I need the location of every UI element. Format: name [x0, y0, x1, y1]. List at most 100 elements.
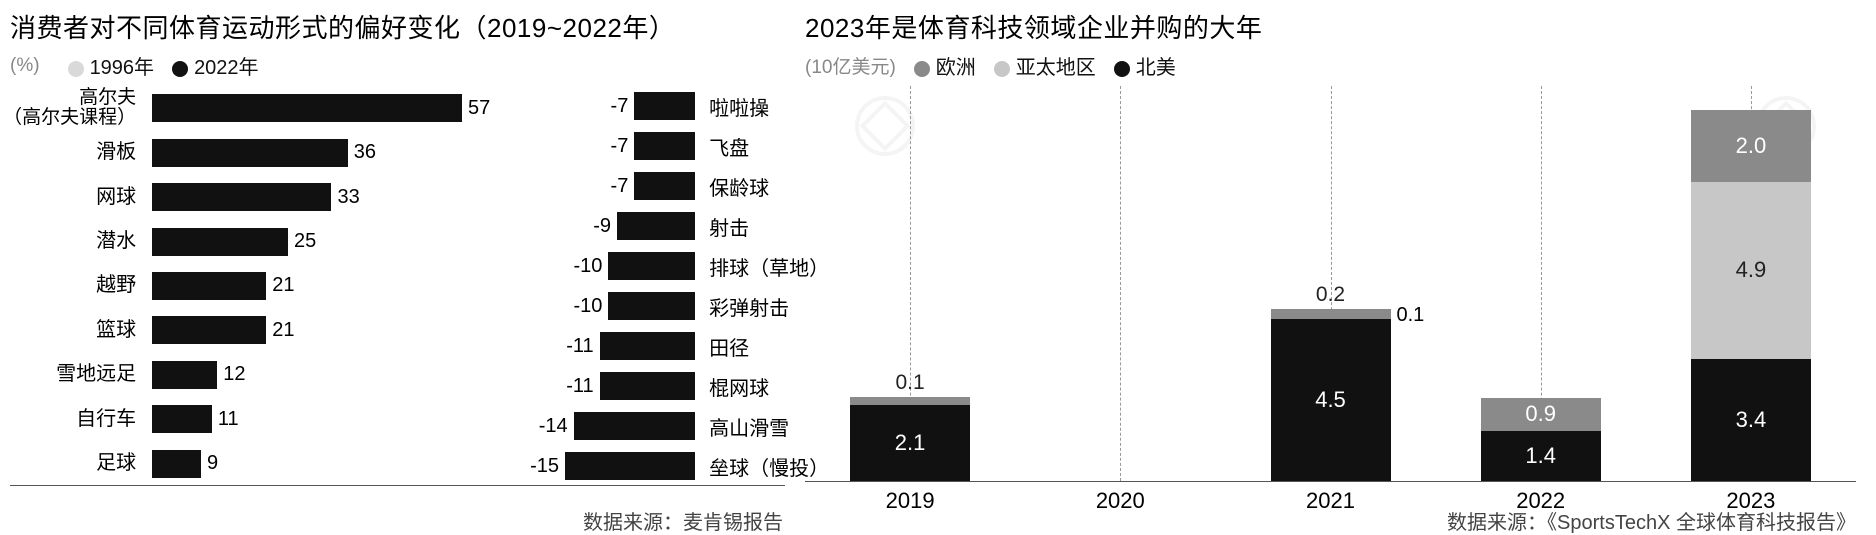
- bar-segment: 0.9: [1481, 398, 1601, 430]
- bar-label: 高尔夫（高尔夫课程）: [3, 88, 136, 128]
- left-unit: (%): [10, 55, 40, 77]
- bar-row: 潜水 25: [10, 219, 471, 263]
- bar-value: 21: [272, 319, 294, 342]
- legend-dot: [68, 61, 84, 77]
- bar: [152, 316, 266, 344]
- left-title: 消费者对不同体育运动形式的偏好变化（2019~2022年）: [10, 8, 785, 45]
- bar: [565, 452, 695, 480]
- bar: [152, 94, 462, 122]
- bar-label: 飞盘: [709, 132, 749, 161]
- bar-label: 保龄球: [709, 172, 769, 201]
- legend-dot: [914, 61, 930, 77]
- right-title: 2023年是体育科技领域企业并购的大年: [805, 8, 1856, 45]
- bar-label: 网球: [96, 187, 136, 208]
- right-unit: (10亿美元): [805, 52, 896, 79]
- bar: [152, 272, 266, 300]
- x-axis-label: 2021: [1271, 488, 1391, 514]
- bar-label: 篮球: [96, 320, 136, 341]
- left-panel: 消费者对不同体育运动形式的偏好变化（2019~2022年） (%) 1996年 2…: [0, 0, 795, 533]
- bar-value: -15: [530, 455, 559, 478]
- bar-value: -7: [611, 135, 629, 158]
- stacked-bar: 0.91.4: [1481, 398, 1601, 481]
- bar-label: 高山滑雪: [709, 412, 789, 441]
- stacked-bar: 4.50.20.1: [1271, 309, 1391, 481]
- left-bars: 高尔夫（高尔夫课程）57 滑板 36 网球 33 潜水 25 越野21 篮球 21 雪地远足 12 自行…: [10, 86, 785, 486]
- bar: [574, 412, 695, 440]
- bar-label: 射击: [709, 212, 749, 241]
- bar-row: 网球 33: [10, 175, 471, 219]
- bar-segment: 2.0: [1691, 110, 1811, 182]
- bar-row: 雪地远足 12: [10, 353, 471, 397]
- bar-value: 21: [272, 274, 294, 297]
- bar-label: 彩弹射击: [709, 292, 789, 321]
- bar: [634, 92, 695, 120]
- bar-value: 25: [294, 230, 316, 253]
- bar-label: 雪地远足: [56, 364, 136, 385]
- bar-value: -7: [611, 95, 629, 118]
- bar-value: 12: [223, 363, 245, 386]
- right-source: 数据来源：《SportsTechX 全球体育科技报告》: [1447, 506, 1856, 535]
- bar-top-label: 0.1: [850, 371, 970, 395]
- negative-column: -7啦啦操-7飞盘-7保龄球-9射击-10排球（草地）-10彩弹射击-11田径-…: [471, 86, 785, 485]
- bar: [608, 252, 695, 280]
- bar-row: 越野21: [10, 264, 471, 308]
- legend-dot: [994, 61, 1010, 77]
- bar-value: -7: [611, 175, 629, 198]
- right-chart: 2.10.1201920204.50.20.120210.91.420222.0…: [805, 86, 1856, 482]
- bar-side-label: 0.1: [1397, 304, 1425, 327]
- bar-row: -11田径: [471, 326, 785, 366]
- bar-row: -7 飞盘: [471, 126, 785, 166]
- legend-label: 亚太地区: [1016, 57, 1096, 79]
- x-axis-label: 2020: [1060, 488, 1180, 514]
- bar-segment: 4.5: [1271, 319, 1391, 481]
- bar-value: -9: [593, 215, 611, 238]
- watermark-icon: [855, 96, 915, 156]
- bar-segment-stub: [1271, 309, 1391, 319]
- bar: [634, 172, 695, 200]
- bar: [634, 132, 695, 160]
- bar-row: -10彩弹射击: [471, 286, 785, 326]
- positive-column: 高尔夫（高尔夫课程）57 滑板 36 网球 33 潜水 25 越野21 篮球 21 雪地远足 12 自行…: [10, 86, 471, 485]
- bar-row: 高尔夫（高尔夫课程）57: [10, 86, 471, 130]
- bar-label: 潜水: [96, 231, 136, 252]
- legend-label: 1996年: [90, 57, 155, 79]
- bar-value: 36: [354, 141, 376, 164]
- bar-label: 足球: [96, 453, 136, 474]
- bar-row: -9 射击: [471, 206, 785, 246]
- right-legend: 欧洲亚太地区北美: [896, 51, 1176, 80]
- bar-row: -7啦啦操: [471, 86, 785, 126]
- legend-label: 2022年: [194, 57, 259, 79]
- legend-dot: [172, 61, 188, 77]
- left-source: 数据来源：麦肯锡报告: [583, 506, 783, 535]
- bar-segment: 3.4: [1691, 359, 1811, 481]
- bar-top-label: 0.2: [1271, 283, 1391, 307]
- bar-segment: 2.1: [850, 405, 970, 481]
- bar-value: -14: [539, 415, 568, 438]
- stacked-bar: 2.10.1: [850, 397, 970, 481]
- bar: [600, 332, 695, 360]
- bar-row: 滑板 36: [10, 130, 471, 174]
- bar-segment: 1.4: [1481, 431, 1601, 481]
- bar: [600, 372, 695, 400]
- bar-value: -10: [573, 295, 602, 318]
- bar-row: -14高山滑雪: [471, 406, 785, 446]
- legend-label: 欧洲: [936, 57, 976, 79]
- stacked-bar: 2.04.93.4: [1691, 110, 1811, 481]
- bar-value: -10: [573, 255, 602, 278]
- bar-row: 自行车11: [10, 397, 471, 441]
- left-legend-row: (%) 1996年 2022年: [10, 51, 785, 80]
- bar-segment: 4.9: [1691, 182, 1811, 358]
- bar-value: 33: [337, 186, 359, 209]
- bar-row: -7 保龄球: [471, 166, 785, 206]
- bar: [617, 212, 695, 240]
- x-axis-label: 2019: [850, 488, 970, 514]
- right-panel: 2023年是体育科技领域企业并购的大年 (10亿美元) 欧洲亚太地区北美 2.1…: [795, 0, 1876, 533]
- left-legend: 1996年 2022年: [50, 51, 259, 80]
- bar-label: 滑板: [96, 142, 136, 163]
- bar-label: 棍网球: [709, 372, 769, 401]
- bar-row: -15垒球（慢投）: [471, 446, 785, 486]
- bar-value: 9: [207, 452, 218, 475]
- bar: [152, 228, 288, 256]
- bar: [152, 139, 348, 167]
- bar: [608, 292, 695, 320]
